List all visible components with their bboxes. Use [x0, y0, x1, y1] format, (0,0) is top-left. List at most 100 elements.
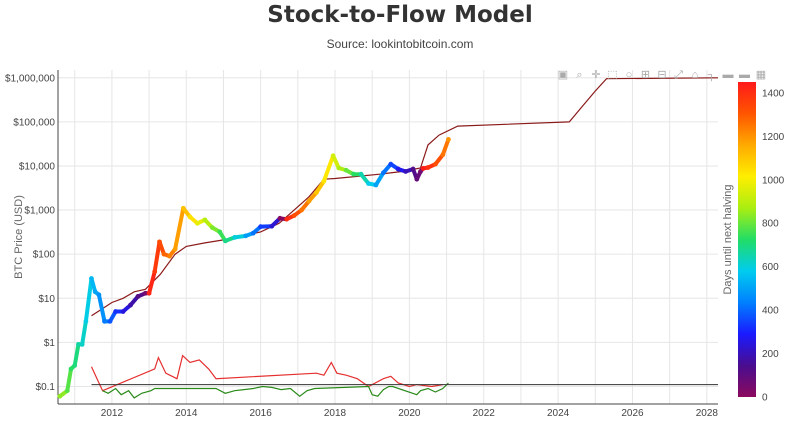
x-tick-label: 2016 — [250, 408, 273, 419]
price-point[interactable] — [107, 318, 113, 324]
price-point[interactable] — [277, 215, 283, 221]
price-segment[interactable] — [65, 366, 74, 393]
price-point[interactable] — [425, 165, 431, 170]
box-select-icon[interactable]: ⬚ — [607, 69, 618, 81]
price-point[interactable] — [135, 294, 141, 299]
price-segment[interactable] — [440, 137, 451, 157]
colorbar-tick-label: 600 — [762, 262, 779, 273]
price-point[interactable] — [172, 246, 178, 252]
series-line — [91, 77, 719, 317]
price-point[interactable] — [330, 153, 336, 159]
series-line — [102, 382, 449, 399]
price-point[interactable] — [358, 171, 364, 177]
price-point[interactable] — [222, 238, 228, 244]
price-point[interactable] — [366, 181, 371, 186]
price-point[interactable] — [306, 198, 312, 204]
price-segment[interactable] — [147, 269, 157, 296]
price-point[interactable] — [142, 290, 148, 296]
x-tick-label: 2014 — [175, 408, 198, 419]
price-segment[interactable] — [83, 276, 94, 324]
price-point[interactable] — [291, 213, 297, 218]
x-tick-label: 2018 — [324, 408, 347, 419]
price-point[interactable] — [403, 169, 409, 174]
price-point[interactable] — [414, 176, 420, 182]
colorbar-title: Days until next halving — [722, 184, 734, 294]
price-point[interactable] — [152, 269, 158, 275]
price-segment[interactable] — [72, 342, 81, 368]
price-point[interactable] — [388, 161, 394, 167]
price-point[interactable] — [57, 393, 63, 399]
zoom-icon[interactable]: ⌕ — [576, 69, 583, 81]
price-point[interactable] — [433, 161, 438, 167]
price-point[interactable] — [373, 182, 379, 188]
price-point[interactable] — [250, 230, 256, 236]
price-point[interactable] — [89, 276, 94, 281]
price-point[interactable] — [243, 233, 249, 239]
price-point[interactable] — [120, 309, 126, 314]
zoom-in-icon[interactable]: ⊞ — [640, 69, 651, 81]
price-segment[interactable] — [321, 153, 336, 184]
price-point[interactable] — [314, 190, 319, 195]
price-point[interactable] — [258, 224, 264, 230]
colorbar-tick-label: 0 — [762, 393, 768, 404]
price-point[interactable] — [128, 302, 133, 308]
price-point[interactable] — [209, 225, 215, 231]
price-point[interactable] — [161, 251, 167, 257]
colorbar: 0 200 400 600 800 1000 1200 1400 Days until next… — [722, 82, 785, 404]
price-point[interactable] — [380, 170, 386, 176]
price-point[interactable] — [157, 239, 162, 245]
price-segment[interactable] — [96, 292, 107, 324]
y-tick-label: $10,000 — [19, 161, 56, 172]
price-point[interactable] — [284, 216, 290, 222]
price-point[interactable] — [217, 229, 223, 235]
price-point[interactable] — [83, 318, 89, 324]
price-point[interactable] — [96, 292, 102, 298]
price-point[interactable] — [146, 290, 152, 296]
x-tick-label: 2024 — [547, 408, 570, 419]
y-tick-label: $0.1 — [36, 382, 56, 393]
price-point[interactable] — [202, 217, 208, 223]
price-point[interactable] — [68, 366, 74, 372]
lasso-select-icon[interactable]: ○ — [625, 69, 633, 81]
price-point[interactable] — [195, 220, 200, 226]
chart-subtitle: Source: lookintobitcoin.com — [326, 37, 474, 51]
spike-lines-icon[interactable]: ┐ — [707, 69, 716, 81]
price-point[interactable] — [76, 341, 81, 347]
price-point[interactable] — [72, 363, 78, 368]
autoscale-icon[interactable]: ⤢ — [674, 69, 683, 81]
price-point[interactable] — [180, 205, 186, 211]
zoom-out-icon[interactable]: ⊟ — [657, 69, 667, 81]
price-point[interactable] — [102, 318, 107, 324]
price-point[interactable] — [79, 341, 85, 347]
colorbar-gradient — [738, 82, 756, 397]
price-point[interactable] — [321, 178, 327, 184]
price-point[interactable] — [440, 152, 446, 158]
price-point[interactable] — [336, 165, 342, 171]
price-point[interactable] — [113, 309, 119, 314]
x-tick-label: 2012 — [101, 408, 124, 419]
price-point[interactable] — [269, 223, 275, 229]
price-point[interactable] — [92, 289, 98, 295]
price-point[interactable] — [187, 214, 193, 220]
price-point[interactable] — [351, 171, 357, 177]
reset-axes-icon[interactable]: ⌂ — [691, 69, 699, 81]
x-tick-label: 2026 — [621, 408, 644, 419]
hover-closest-icon[interactable]: ▬ — [722, 69, 734, 81]
price-point[interactable] — [64, 388, 70, 394]
price-segment[interactable] — [80, 319, 88, 347]
camera-icon[interactable]: ▣ — [557, 69, 569, 81]
plotly-logo-icon[interactable]: ▦ — [755, 69, 767, 81]
price-segment[interactable] — [173, 206, 186, 252]
price-segment[interactable] — [152, 239, 162, 274]
price-point[interactable] — [167, 253, 172, 259]
price-point[interactable] — [446, 137, 451, 142]
pan-icon[interactable]: ✛ — [591, 69, 601, 81]
price-point[interactable] — [232, 234, 238, 240]
hover-compare-icon[interactable]: ▬ — [739, 69, 750, 81]
price-point[interactable] — [343, 167, 349, 173]
price-point[interactable] — [410, 166, 416, 172]
price-point[interactable] — [420, 166, 426, 171]
price-point[interactable] — [395, 166, 401, 172]
price-point[interactable] — [299, 207, 304, 213]
